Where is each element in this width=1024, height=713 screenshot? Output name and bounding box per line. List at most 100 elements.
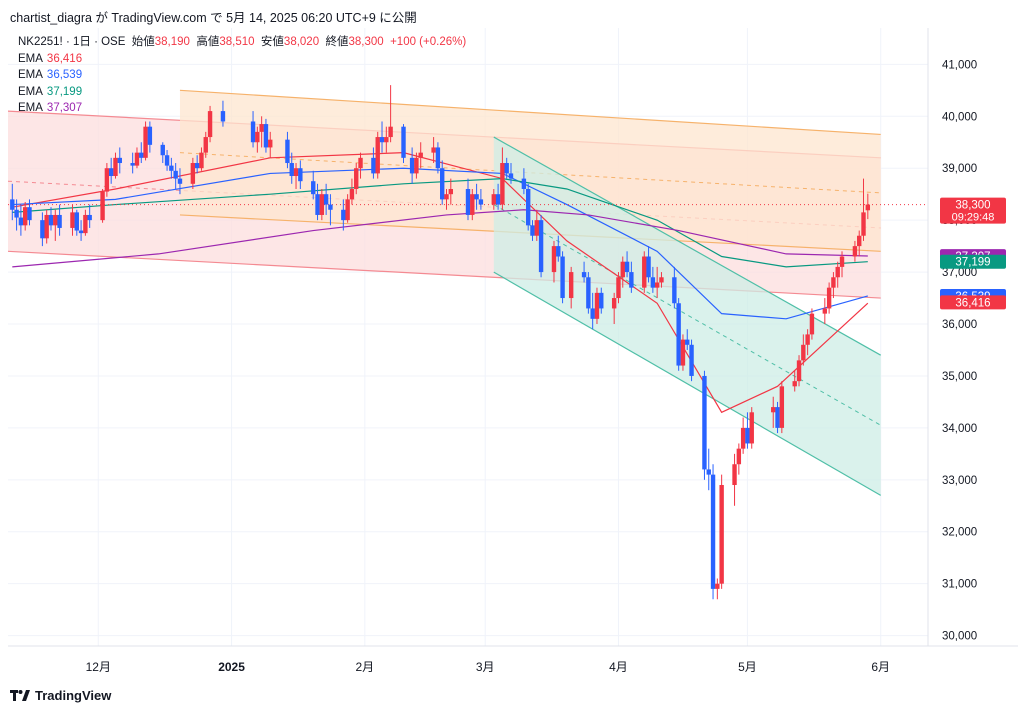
candle-body xyxy=(736,448,742,465)
candle-body xyxy=(805,334,810,345)
x-tick-label: 3月 xyxy=(476,660,495,674)
ema-row[interactable]: EMA 37,307 xyxy=(18,100,466,117)
candle-body xyxy=(255,131,260,143)
y-tick-label: 31,000 xyxy=(942,579,977,591)
price-tag xyxy=(940,295,1006,310)
candle-body xyxy=(371,157,376,174)
candle-body xyxy=(379,137,385,143)
candle-body xyxy=(199,152,204,169)
candle-body xyxy=(203,137,208,153)
candle-body xyxy=(594,292,600,319)
y-tick-label: 40,000 xyxy=(942,111,977,123)
channel-green-bottom xyxy=(493,271,882,496)
candle-body xyxy=(323,194,329,205)
chart-area[interactable]: 30,000 31,000 32,000 33,000 34,000 35,000 36,0… xyxy=(8,28,1018,678)
candle-body xyxy=(194,163,200,169)
candle-body xyxy=(83,214,88,234)
ema-row[interactable]: EMA 36,416 xyxy=(18,51,466,68)
candle-body xyxy=(298,168,303,182)
tradingview-logo[interactable]: TradingView xyxy=(10,688,111,703)
candle-body xyxy=(139,152,144,158)
candle-body xyxy=(732,464,737,486)
candle-body xyxy=(771,407,776,413)
high-label: 高値 xyxy=(196,36,220,48)
candle-body xyxy=(18,217,24,226)
ema-value: 36,416 xyxy=(46,52,83,65)
candle-body xyxy=(70,212,75,228)
candle-body xyxy=(289,163,294,177)
price-tag-label: 36,416 xyxy=(955,297,990,309)
candle-body xyxy=(250,121,256,143)
ema-row[interactable]: EMA 37,199 xyxy=(18,84,466,101)
candle-body xyxy=(581,272,587,278)
candle-body xyxy=(14,209,19,218)
candle-body xyxy=(702,375,707,470)
candle-body xyxy=(835,266,840,278)
candle-body xyxy=(745,427,750,444)
candle-body xyxy=(710,474,716,589)
candle-body xyxy=(27,207,32,221)
candle-body xyxy=(586,277,591,309)
candle-body xyxy=(560,256,565,299)
ema-row[interactable]: EMA 36,539 xyxy=(18,67,466,84)
candle-body xyxy=(10,199,15,210)
candle-body xyxy=(177,178,183,184)
candle-body xyxy=(740,427,746,449)
candle-body xyxy=(345,199,350,221)
candle-body xyxy=(113,157,118,177)
candle-body xyxy=(259,124,264,132)
candle-body xyxy=(685,339,690,345)
y-tick-label: 30,000 xyxy=(942,631,977,643)
open-value: 38,190 xyxy=(154,36,190,48)
candle-body xyxy=(715,583,720,589)
candle-body xyxy=(809,313,815,335)
candle-body xyxy=(190,163,196,184)
candle-body xyxy=(78,230,84,234)
candle-body xyxy=(147,126,153,145)
price-chart[interactable]: 30,000 31,000 32,000 33,000 34,000 35,000 36,0… xyxy=(8,28,1018,678)
close-label: 終値 xyxy=(325,36,349,48)
candle-body xyxy=(311,181,316,195)
candle-body xyxy=(826,287,832,309)
candle-body xyxy=(143,126,148,158)
candle-body xyxy=(293,168,299,177)
y-tick-label: 41,000 xyxy=(942,59,977,71)
candle-body xyxy=(388,126,393,138)
y-tick-label: 34,000 xyxy=(942,423,977,435)
candle-body xyxy=(616,277,621,299)
candle-body xyxy=(57,214,62,228)
candle-body xyxy=(130,163,135,166)
candle-body xyxy=(465,188,471,215)
candle-body xyxy=(508,173,514,179)
candle-body xyxy=(160,144,165,156)
candle-body xyxy=(173,170,178,179)
candle-body xyxy=(521,178,527,189)
change-value: +100 (+0.26%) xyxy=(390,36,467,48)
candle-body xyxy=(74,212,79,231)
price-tag-label: 37,199 xyxy=(955,257,990,269)
candle-body xyxy=(169,165,174,171)
close-value: 38,300 xyxy=(348,36,384,48)
symbol-label: NK2251! · 1日 · OSE xyxy=(18,36,126,48)
candle-body xyxy=(676,303,681,366)
candle-body xyxy=(611,298,617,309)
high-value: 38,510 xyxy=(219,36,255,48)
candle-body xyxy=(495,194,501,205)
y-tick-label: 33,000 xyxy=(942,475,977,487)
candle-body xyxy=(556,246,561,257)
candle-body xyxy=(680,339,686,366)
candle-body xyxy=(659,277,664,283)
channel-green-top xyxy=(493,136,882,356)
candle-body xyxy=(719,485,724,584)
y-tick-label: 35,000 xyxy=(942,371,977,383)
candle-body xyxy=(384,137,389,143)
candle-body xyxy=(525,188,531,226)
candle-body xyxy=(268,139,273,148)
candle-body xyxy=(40,220,45,239)
brand-name: TradingView xyxy=(35,688,112,703)
candle-body xyxy=(831,277,836,288)
candle-body xyxy=(775,407,780,428)
candle-body xyxy=(689,344,694,376)
candle-body xyxy=(642,256,647,288)
ema-value: 37,199 xyxy=(46,85,83,98)
